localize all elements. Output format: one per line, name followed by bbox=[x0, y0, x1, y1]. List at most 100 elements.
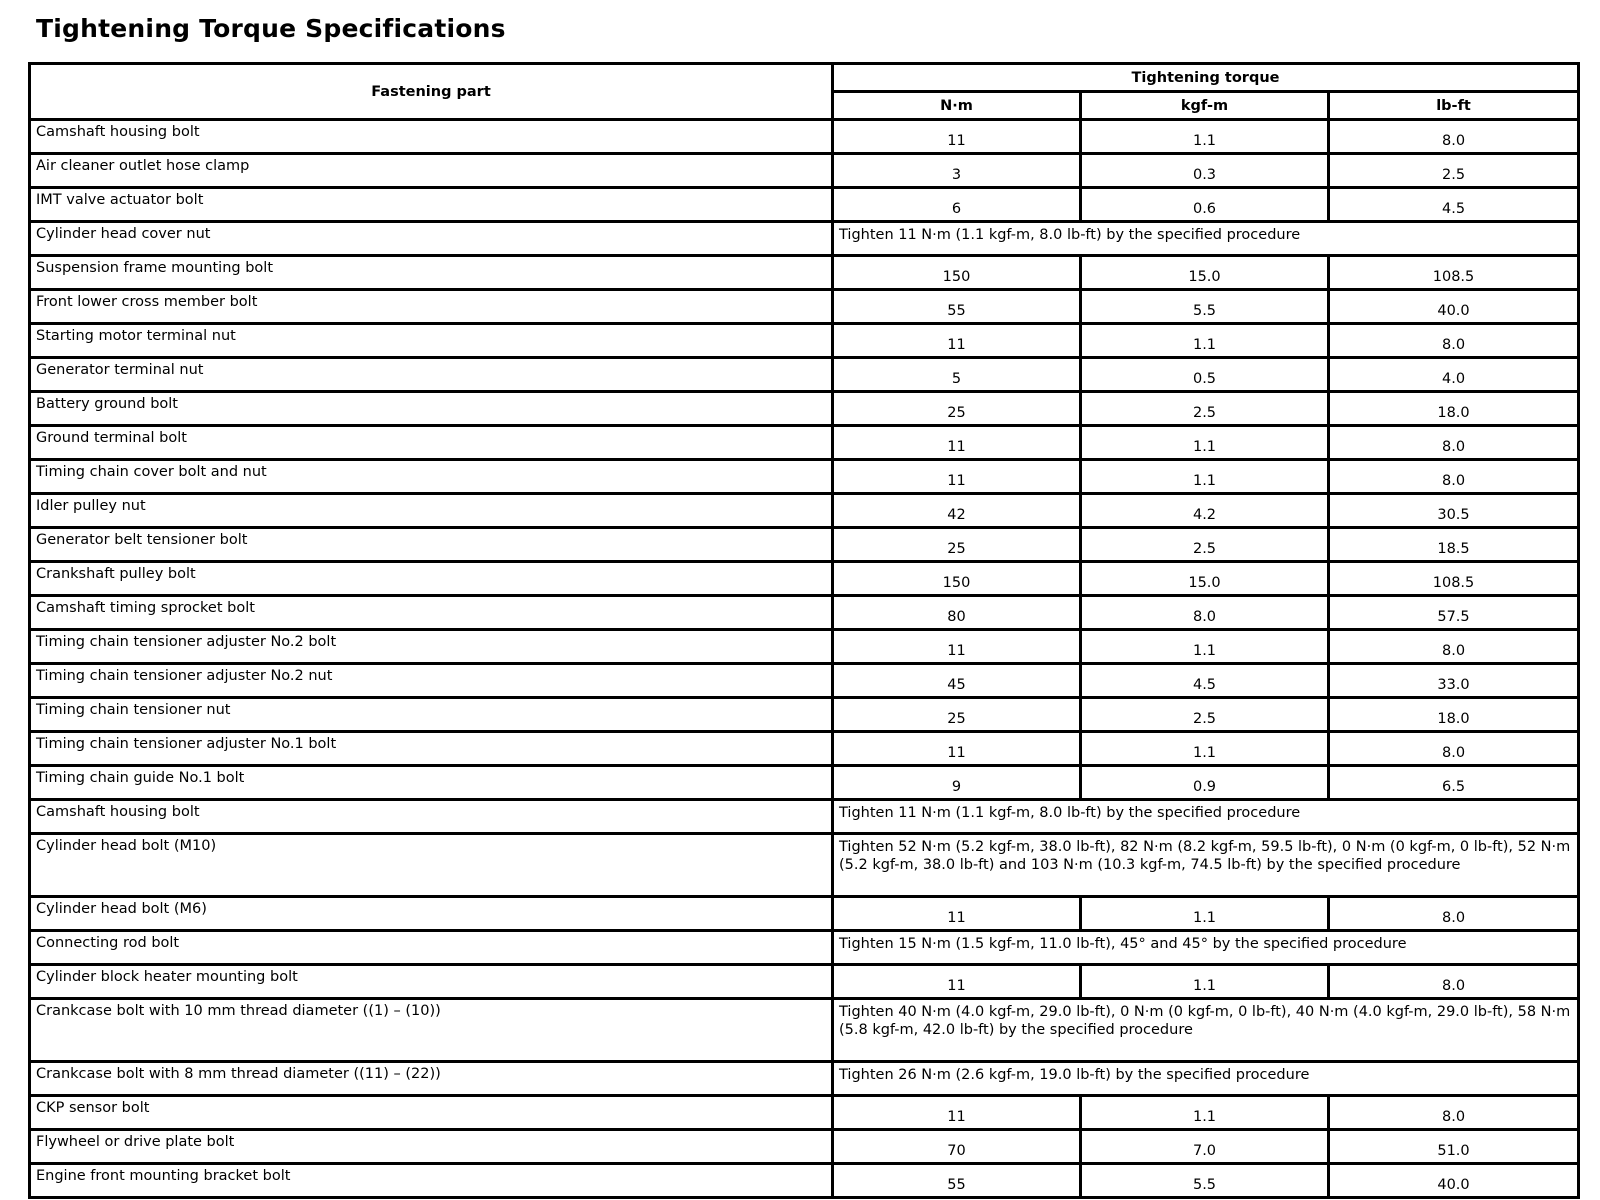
torque-nm-cell: 11 bbox=[831, 730, 1082, 767]
torque-nm-cell: 11 bbox=[831, 322, 1082, 359]
table-row: Cylinder block heater mounting bolt 11 1.1… bbox=[28, 963, 1581, 1000]
table-row: Timing chain tensioner adjuster No.2 nut… bbox=[28, 662, 1581, 699]
torque-nm-cell: 80 bbox=[831, 594, 1082, 631]
torque-kgfm-cell: 1.1 bbox=[1079, 458, 1330, 495]
torque-nm-cell: 150 bbox=[831, 560, 1082, 597]
table-row: Front lower cross member bolt 55 5.5 40.0 bbox=[28, 288, 1581, 325]
torque-lbft-cell: 33.0 bbox=[1326, 662, 1581, 699]
table-row: Cylinder head cover nut Tighten 11 N·m (1… bbox=[28, 220, 1581, 257]
torque-nm-cell: 25 bbox=[831, 696, 1082, 733]
torque-nm-cell: 55 bbox=[831, 288, 1082, 325]
fastening-part-cell: Crankshaft pulley bolt bbox=[28, 560, 834, 597]
fastening-part-cell: Flywheel or drive plate bolt bbox=[28, 1128, 834, 1165]
torque-nm-cell: 11 bbox=[831, 424, 1082, 461]
torque-lbft-cell: 40.0 bbox=[1326, 288, 1581, 325]
table-row: Generator terminal nut 5 0.5 4.0 bbox=[28, 356, 1581, 393]
table-row: Generator belt tensioner bolt 25 2.5 18.5 bbox=[28, 526, 1581, 563]
torque-nm-cell: 25 bbox=[831, 390, 1082, 427]
table-row: Battery ground bolt 25 2.5 18.0 bbox=[28, 390, 1581, 427]
torque-lbft-cell: 8.0 bbox=[1326, 730, 1581, 767]
fastening-part-cell: Connecting rod bolt bbox=[28, 929, 834, 966]
torque-nm-cell: 11 bbox=[831, 895, 1082, 932]
torque-kgfm-cell: 8.0 bbox=[1079, 594, 1330, 631]
table-row: Connecting rod bolt Tighten 15 N·m (1.5 k… bbox=[28, 929, 1581, 966]
table-row: Cylinder head bolt (M6) 11 1.1 8.0 bbox=[28, 895, 1581, 932]
torque-lbft-cell: 2.5 bbox=[1326, 152, 1581, 189]
torque-kgfm-cell: 4.5 bbox=[1079, 662, 1330, 699]
torque-kgfm-cell: 2.5 bbox=[1079, 696, 1330, 733]
page-title: Tightening Torque Specifications bbox=[36, 14, 506, 43]
fastening-part-cell: Timing chain guide No.1 bolt bbox=[28, 764, 834, 801]
fastening-part-cell: Battery ground bolt bbox=[28, 390, 834, 427]
torque-nm-cell: 11 bbox=[831, 1094, 1082, 1131]
header-unit-lbft: lb-ft bbox=[1326, 90, 1581, 121]
torque-kgfm-cell: 5.5 bbox=[1079, 288, 1330, 325]
fastening-part-cell: Suspension frame mounting bolt bbox=[28, 254, 834, 291]
procedure-note-cell: Tighten 11 N·m (1.1 kgf-m, 8.0 lb-ft) by… bbox=[830, 798, 1581, 835]
torque-kgfm-cell: 1.1 bbox=[1079, 424, 1330, 461]
fastening-part-cell: Cylinder head cover nut bbox=[28, 220, 834, 257]
torque-kgfm-cell: 2.5 bbox=[1079, 390, 1330, 427]
torque-lbft-cell: 30.5 bbox=[1326, 492, 1581, 529]
torque-nm-cell: 9 bbox=[831, 764, 1082, 801]
torque-nm-cell: 11 bbox=[831, 628, 1082, 665]
table-row: Idler pulley nut 42 4.2 30.5 bbox=[28, 492, 1581, 529]
procedure-note-cell: Tighten 40 N·m (4.0 kgf-m, 29.0 lb-ft), … bbox=[830, 997, 1581, 1063]
torque-kgfm-cell: 1.1 bbox=[1079, 895, 1330, 932]
procedure-note-cell: Tighten 11 N·m (1.1 kgf-m, 8.0 lb-ft) by… bbox=[830, 220, 1581, 257]
fastening-part-cell: Air cleaner outlet hose clamp bbox=[28, 152, 834, 189]
torque-nm-cell: 3 bbox=[831, 152, 1082, 189]
torque-nm-cell: 45 bbox=[831, 662, 1082, 699]
fastening-part-cell: Generator terminal nut bbox=[28, 356, 834, 393]
torque-kgfm-cell: 15.0 bbox=[1079, 560, 1330, 597]
table-row: Timing chain tensioner adjuster No.2 bol… bbox=[28, 628, 1581, 665]
table-row: Ground terminal bolt 11 1.1 8.0 bbox=[28, 424, 1581, 461]
fastening-part-cell: Timing chain tensioner adjuster No.2 bol… bbox=[28, 628, 834, 665]
torque-kgfm-cell: 0.3 bbox=[1079, 152, 1330, 189]
fastening-part-cell: Generator belt tensioner bolt bbox=[28, 526, 834, 563]
torque-lbft-cell: 108.5 bbox=[1326, 560, 1581, 597]
torque-kgfm-cell: 4.2 bbox=[1079, 492, 1330, 529]
torque-lbft-cell: 8.0 bbox=[1326, 895, 1581, 932]
torque-nm-cell: 55 bbox=[831, 1162, 1082, 1199]
torque-lbft-cell: 8.0 bbox=[1326, 1094, 1581, 1131]
header-fastening-part: Fastening part bbox=[28, 62, 834, 121]
fastening-part-cell: Timing chain tensioner adjuster No.1 bol… bbox=[28, 730, 834, 767]
fastening-part-cell: CKP sensor bolt bbox=[28, 1094, 834, 1131]
header-unit-nm: N·m bbox=[831, 90, 1082, 121]
torque-nm-cell: 11 bbox=[831, 458, 1082, 495]
torque-nm-cell: 11 bbox=[831, 118, 1082, 155]
table-row: CKP sensor bolt 11 1.1 8.0 bbox=[28, 1094, 1581, 1131]
torque-nm-cell: 70 bbox=[831, 1128, 1082, 1165]
fastening-part-cell: Camshaft housing bolt bbox=[28, 118, 834, 155]
table-row: Camshaft housing bolt Tighten 11 N·m (1.1… bbox=[28, 798, 1581, 835]
table-row: Engine front mounting bracket bolt 55 5.5 4… bbox=[28, 1162, 1581, 1199]
torque-nm-cell: 42 bbox=[831, 492, 1082, 529]
torque-lbft-cell: 8.0 bbox=[1326, 322, 1581, 359]
table-row: Cylinder head bolt (M10) Tighten 52 N·m (… bbox=[28, 832, 1581, 898]
table-row: Crankcase bolt with 10 mm thread diamete… bbox=[28, 997, 1581, 1063]
fastening-part-cell: Camshaft housing bolt bbox=[28, 798, 834, 835]
fastening-part-cell: Timing chain tensioner nut bbox=[28, 696, 834, 733]
fastening-part-cell: Cylinder head bolt (M6) bbox=[28, 895, 834, 932]
table-row: Timing chain tensioner nut 25 2.5 18.0 bbox=[28, 696, 1581, 733]
torque-lbft-cell: 18.0 bbox=[1326, 696, 1581, 733]
torque-nm-cell: 150 bbox=[831, 254, 1082, 291]
fastening-part-cell: Ground terminal bolt bbox=[28, 424, 834, 461]
fastening-part-cell: Cylinder head bolt (M10) bbox=[28, 832, 834, 898]
table-row: Timing chain cover bolt and nut 11 1.1 8.0 bbox=[28, 458, 1581, 495]
procedure-note-cell: Tighten 52 N·m (5.2 kgf-m, 38.0 lb-ft), … bbox=[830, 832, 1581, 898]
fastening-part-cell: Camshaft timing sprocket bolt bbox=[28, 594, 834, 631]
torque-kgfm-cell: 1.1 bbox=[1079, 322, 1330, 359]
torque-kgfm-cell: 5.5 bbox=[1079, 1162, 1330, 1199]
fastening-part-cell: Crankcase bolt with 10 mm thread diamete… bbox=[28, 997, 834, 1063]
torque-kgfm-cell: 7.0 bbox=[1079, 1128, 1330, 1165]
torque-lbft-cell: 40.0 bbox=[1326, 1162, 1581, 1199]
torque-kgfm-cell: 1.1 bbox=[1079, 730, 1330, 767]
fastening-part-cell: IMT valve actuator bolt bbox=[28, 186, 834, 223]
torque-lbft-cell: 57.5 bbox=[1326, 594, 1581, 631]
fastening-part-cell: Timing chain tensioner adjuster No.2 nut bbox=[28, 662, 834, 699]
torque-kgfm-cell: 1.1 bbox=[1079, 963, 1330, 1000]
table-row: Suspension frame mounting bolt 150 15.0 108… bbox=[28, 254, 1581, 291]
fastening-part-cell: Idler pulley nut bbox=[28, 492, 834, 529]
